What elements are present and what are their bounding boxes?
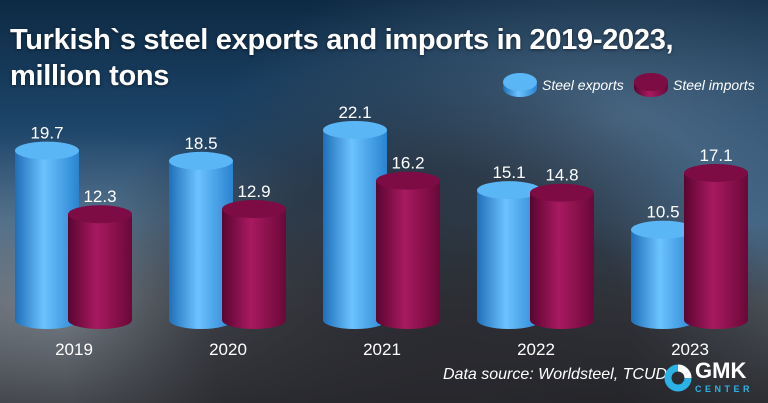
bar-imports-2020 xyxy=(222,209,286,329)
logo-text: GMK xyxy=(695,358,747,383)
value-label-imports-2022: 14.8 xyxy=(545,166,578,185)
bar-exports-2022-top xyxy=(477,181,541,200)
bar-imports-2020-top xyxy=(222,200,286,219)
bar-imports-2019-top xyxy=(68,205,132,224)
data-source: Data source: Worldsteel, TCUD xyxy=(443,366,668,383)
bar-exports-2023-top xyxy=(631,220,695,239)
bar-exports-2019-top xyxy=(15,141,79,160)
bar-imports-2019 xyxy=(68,214,132,329)
x-tick-2023: 2023 xyxy=(671,340,709,359)
value-label-exports-2023: 10.5 xyxy=(646,203,679,222)
x-tick-2019: 2019 xyxy=(55,340,93,359)
bar-imports-2022-top xyxy=(530,183,594,202)
legend-swatch-imports-top xyxy=(634,73,668,91)
value-label-imports-2019: 12.3 xyxy=(83,187,116,206)
value-label-exports-2020: 18.5 xyxy=(184,134,217,153)
value-label-imports-2021: 16.2 xyxy=(391,154,424,173)
logo-ring-icon xyxy=(664,364,692,392)
legend-label-exports: Steel exports xyxy=(542,77,624,93)
value-label-imports-2020: 12.9 xyxy=(237,182,270,201)
bar-exports-2020-top xyxy=(169,151,233,170)
bar-exports-2021 xyxy=(323,129,387,329)
bar-exports-2023 xyxy=(631,229,695,329)
legend-label-imports: Steel imports xyxy=(673,77,755,93)
bar-exports-2022 xyxy=(477,190,541,329)
value-label-exports-2022: 15.1 xyxy=(492,163,525,182)
x-tick-2021: 2021 xyxy=(363,340,401,359)
value-label-imports-2023: 17.1 xyxy=(699,146,732,165)
logo-subtext: CENTER xyxy=(695,384,754,394)
bar-imports-2021-top xyxy=(376,171,440,190)
x-tick-2022: 2022 xyxy=(517,340,555,359)
bar-imports-2023 xyxy=(684,172,748,329)
legend-swatch-exports-top xyxy=(503,73,537,91)
value-label-exports-2019: 19.7 xyxy=(30,124,63,143)
bar-exports-2021-top xyxy=(323,120,387,139)
gmk-logo: GMK CENTER xyxy=(663,358,754,398)
bar-imports-2022 xyxy=(530,192,594,329)
bar-imports-2021 xyxy=(376,180,440,329)
chart-title: Turkish`s steel exports and imports in 2… xyxy=(10,24,674,92)
value-label-exports-2021: 22.1 xyxy=(338,103,371,122)
bar-imports-2023-top xyxy=(684,163,748,182)
x-tick-2020: 2020 xyxy=(209,340,247,359)
bar-exports-2019 xyxy=(15,150,79,329)
bar-exports-2020 xyxy=(169,160,233,329)
